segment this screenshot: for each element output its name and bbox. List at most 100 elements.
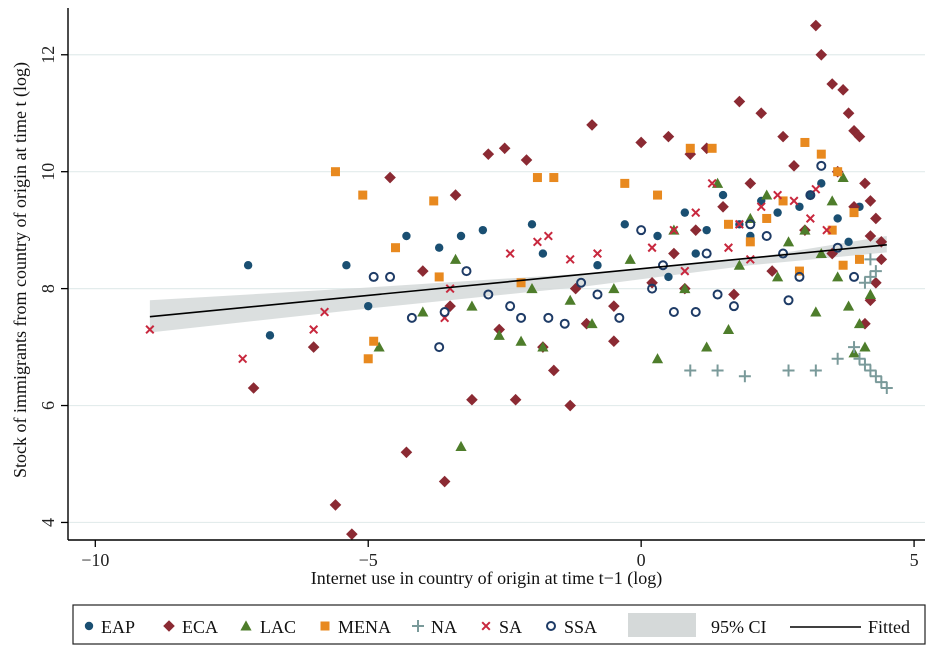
point-na (869, 370, 882, 383)
legend-label-ssa: SSA (564, 617, 597, 637)
fit-line (149, 243, 887, 318)
point-sa (647, 243, 657, 253)
point-na (880, 382, 893, 394)
point-eca (864, 230, 877, 242)
point-eca (766, 265, 778, 277)
point-lac (701, 341, 713, 352)
point-eca (853, 130, 866, 143)
point-eca (498, 142, 511, 155)
point-lac (373, 341, 385, 352)
point-ssa (849, 271, 860, 282)
point-eca (586, 119, 598, 131)
point-eca (870, 276, 882, 289)
point-ssa (434, 342, 445, 353)
x-tick-label: −5 (359, 550, 378, 570)
point-ssa (483, 289, 494, 300)
point-sa (680, 266, 690, 276)
point-ssa (368, 271, 379, 282)
point-ssa (614, 312, 625, 323)
point-eca (520, 154, 533, 166)
legend-label-eca: ECA (182, 617, 218, 637)
point-mena (800, 137, 810, 147)
point-ssa (505, 301, 516, 312)
point-sa (505, 249, 515, 259)
y-axis-title: Stock of immigrants from country of orig… (10, 62, 31, 478)
x-tick-label: −10 (81, 550, 109, 570)
point-ssa (559, 318, 570, 329)
legend-marker-mena (320, 621, 330, 631)
point-lac (837, 171, 849, 183)
point-eca (837, 84, 849, 96)
point-mena (363, 354, 373, 364)
point-lac (826, 195, 838, 206)
legend-marker-lac (240, 620, 252, 631)
point-na (809, 364, 822, 377)
point-ssa (668, 307, 679, 317)
point-eca (564, 399, 576, 412)
point-eca (864, 195, 877, 207)
point-lac (761, 189, 773, 200)
point-sa (320, 307, 330, 317)
point-eca (384, 171, 396, 184)
legend-marker-sa (481, 621, 491, 631)
point-ssa (461, 266, 472, 277)
point-eap (342, 261, 351, 270)
point-sa (805, 213, 815, 223)
point-sa (238, 354, 248, 364)
point-mena (778, 196, 788, 206)
point-mena (762, 213, 772, 223)
point-sa (445, 284, 455, 294)
point-mena (620, 178, 630, 188)
point-eca (608, 300, 620, 312)
point-sa (669, 225, 679, 235)
point-lac (526, 283, 538, 294)
point-mena (369, 336, 379, 346)
point-sa (532, 237, 542, 247)
legend-label-eap: EAP (101, 617, 135, 637)
point-na (782, 364, 795, 377)
point-sa (745, 254, 755, 264)
point-eap (844, 237, 853, 247)
point-eap (364, 301, 373, 311)
point-lac (859, 341, 871, 352)
point-eca (777, 130, 789, 143)
point-na (738, 370, 751, 383)
point-na (875, 376, 888, 389)
point-eca (482, 148, 495, 160)
point-lac (772, 271, 784, 282)
point-eap (680, 208, 690, 217)
point-mena (532, 173, 542, 183)
point-mena (685, 143, 695, 153)
point-eca (815, 48, 828, 61)
point-eca (493, 323, 506, 336)
point-sa (691, 208, 701, 218)
point-eca (307, 341, 320, 353)
point-mena (745, 237, 755, 247)
point-eca (466, 393, 478, 406)
point-eap (718, 190, 728, 200)
point-mena (707, 143, 717, 153)
point-eca (444, 300, 456, 312)
point-lac (417, 306, 429, 317)
point-mena (838, 260, 848, 270)
point-lac (651, 353, 664, 364)
y-tick-label: 8 (38, 284, 58, 293)
point-sa (707, 178, 717, 188)
point-eca (417, 265, 429, 277)
point-eca (848, 200, 860, 213)
point-sa (734, 219, 744, 229)
point-na (869, 265, 882, 278)
point-sa (773, 190, 783, 200)
point-sa (822, 225, 832, 235)
point-na (853, 352, 866, 365)
legend-label-lac: LAC (260, 617, 296, 637)
legend-label-mena: MENA (338, 617, 391, 637)
point-eca (346, 528, 358, 540)
legend-label-sa: SA (499, 617, 522, 637)
point-eca (608, 335, 620, 348)
point-ssa (761, 231, 772, 241)
point-sa (565, 254, 575, 264)
point-lac (455, 440, 467, 451)
point-mena (854, 254, 864, 264)
